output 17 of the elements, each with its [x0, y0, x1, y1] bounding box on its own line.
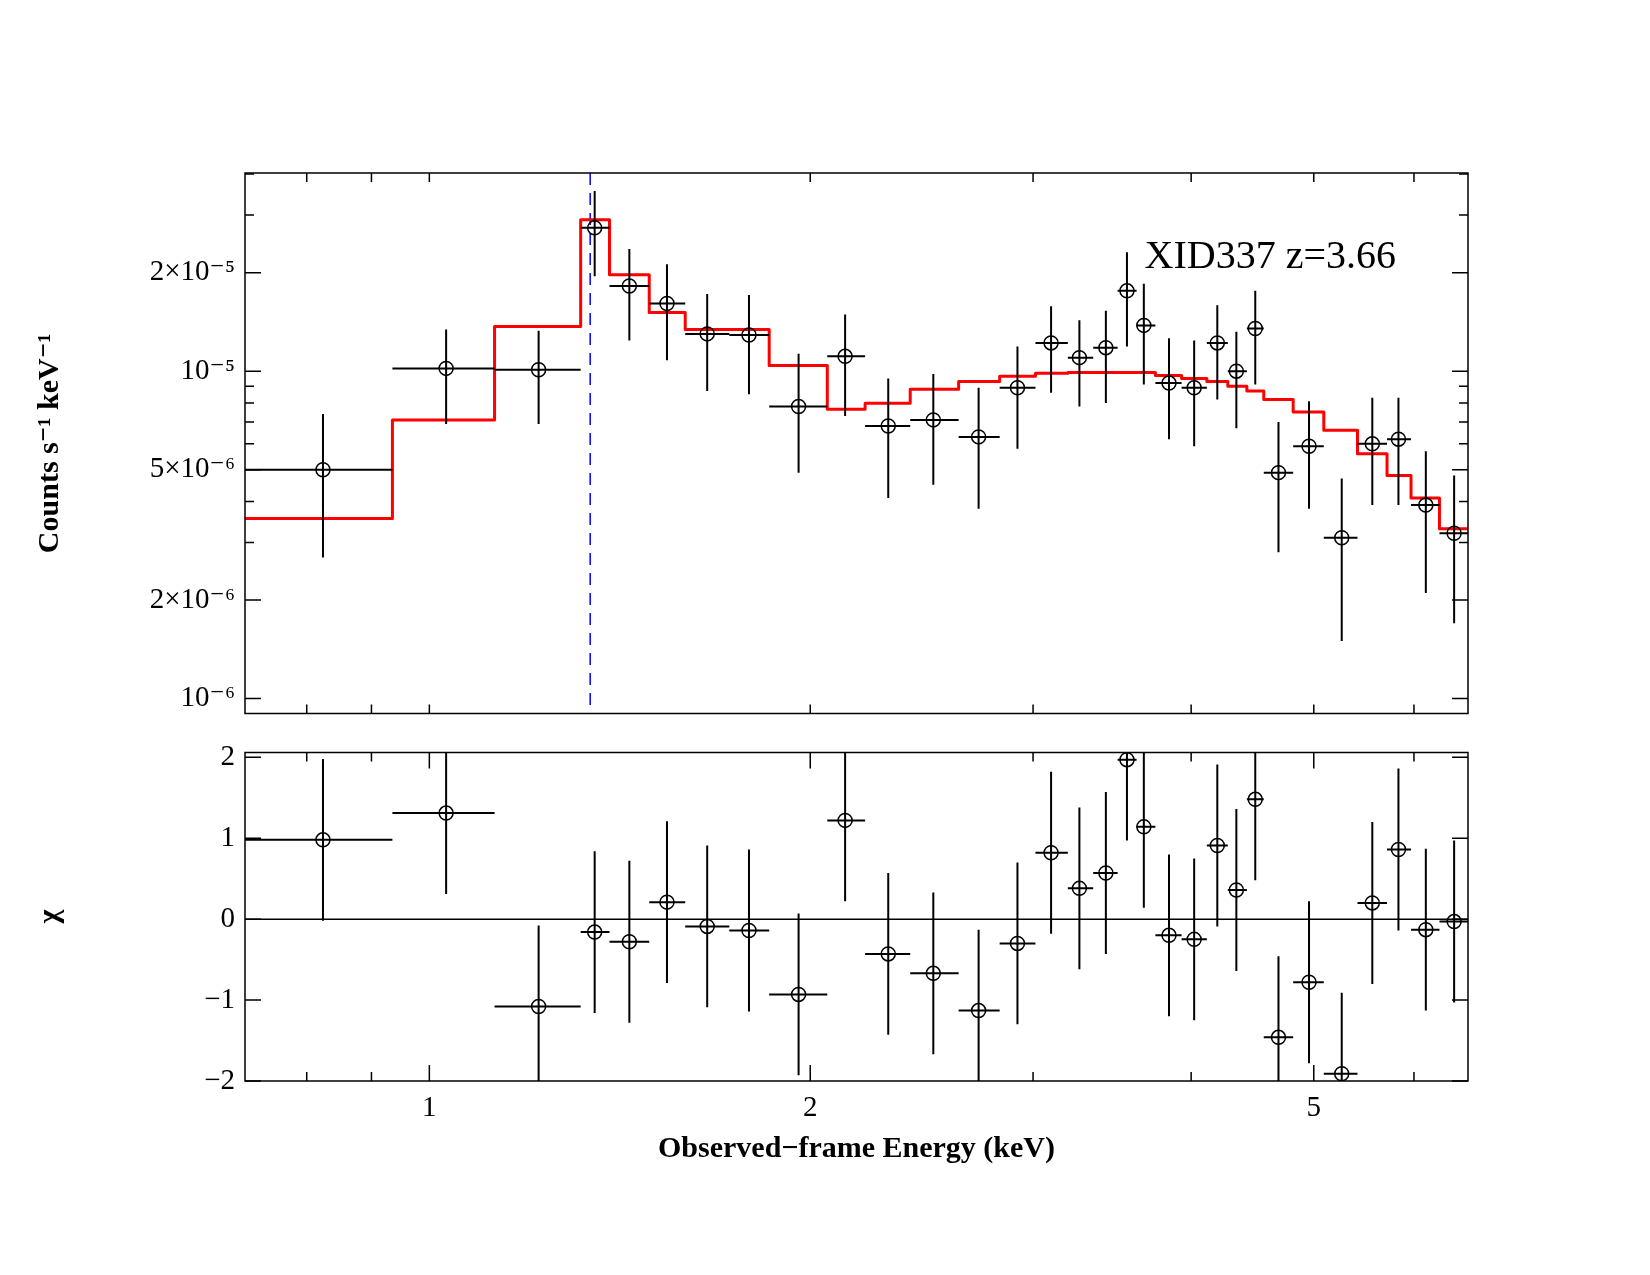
y-tick-label: 1	[220, 819, 235, 852]
annotation: XID337 z=3.66	[1144, 232, 1396, 277]
x-tick-label: 1	[422, 1090, 437, 1123]
x-axis-title: Observed−frame Energy (keV)	[657, 1129, 1056, 1164]
x-tick-label: 2	[803, 1090, 818, 1123]
x-tick-label: 5	[1306, 1090, 1322, 1123]
y-tick-label: −1	[204, 981, 235, 1014]
y-tick-label: 2×10⁻⁵	[149, 254, 235, 287]
y-tick-label: 2	[220, 738, 235, 771]
y-tick-label: 10⁻⁵	[180, 352, 235, 385]
y-tick-label: −2	[204, 1062, 235, 1095]
y-tick-label: 0	[220, 900, 235, 933]
y-axis-title: χ	[30, 908, 64, 925]
y-axis-title: Counts s⁻¹ keV⁻¹	[30, 333, 64, 554]
y-tick-label: 10⁻⁶	[180, 680, 235, 713]
y-tick-label: 2×10⁻⁶	[149, 581, 235, 614]
y-tick-label: 5×10⁻⁶	[149, 451, 235, 484]
